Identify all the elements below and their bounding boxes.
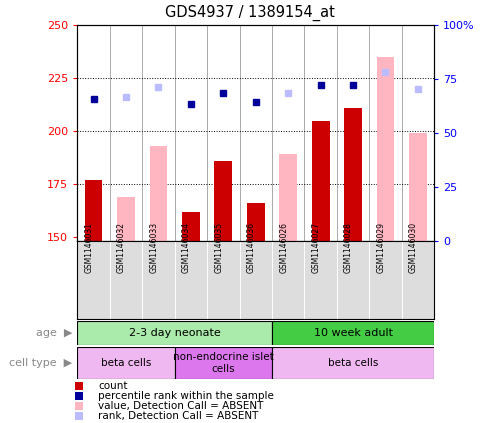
Bar <box>312 121 329 241</box>
Bar <box>77 347 175 379</box>
Bar <box>117 197 135 241</box>
Text: non-endocrine islet
cells: non-endocrine islet cells <box>173 352 273 374</box>
Bar <box>272 321 434 345</box>
Text: 2-3 day neonate: 2-3 day neonate <box>129 328 221 338</box>
Bar <box>272 347 434 379</box>
Text: percentile rank within the sample: percentile rank within the sample <box>98 391 274 401</box>
Text: GSM1146031: GSM1146031 <box>84 222 93 273</box>
Text: GSM1146027: GSM1146027 <box>311 222 320 273</box>
Text: GSM1146032: GSM1146032 <box>117 222 126 273</box>
Text: GSM1146035: GSM1146035 <box>214 222 223 273</box>
Text: rank, Detection Call = ABSENT: rank, Detection Call = ABSENT <box>98 411 258 421</box>
Bar <box>182 212 200 241</box>
Text: GSM1146030: GSM1146030 <box>409 222 418 273</box>
Text: value, Detection Call = ABSENT: value, Detection Call = ABSENT <box>98 401 263 411</box>
Text: GSM1146033: GSM1146033 <box>149 222 159 273</box>
Text: GSM1146029: GSM1146029 <box>376 222 385 273</box>
Bar <box>77 321 272 345</box>
Bar <box>377 57 394 241</box>
Bar <box>175 347 272 379</box>
Text: GSM1146034: GSM1146034 <box>182 222 191 273</box>
Text: age  ▶: age ▶ <box>36 328 72 338</box>
Text: GSM1146028: GSM1146028 <box>344 222 353 273</box>
Text: beta cells: beta cells <box>328 358 378 368</box>
Text: GDS4937 / 1389154_at: GDS4937 / 1389154_at <box>165 5 334 21</box>
Bar <box>344 108 362 241</box>
Bar <box>279 154 297 241</box>
Text: GSM1146036: GSM1146036 <box>247 222 255 273</box>
Bar <box>409 133 427 241</box>
Bar <box>215 161 232 241</box>
Text: cell type  ▶: cell type ▶ <box>9 358 72 368</box>
Text: beta cells: beta cells <box>101 358 151 368</box>
Text: GSM1146026: GSM1146026 <box>279 222 288 273</box>
Bar <box>247 203 264 241</box>
Text: count: count <box>98 381 127 391</box>
Bar <box>85 180 102 241</box>
Text: 10 week adult: 10 week adult <box>313 328 393 338</box>
Bar <box>150 146 167 241</box>
